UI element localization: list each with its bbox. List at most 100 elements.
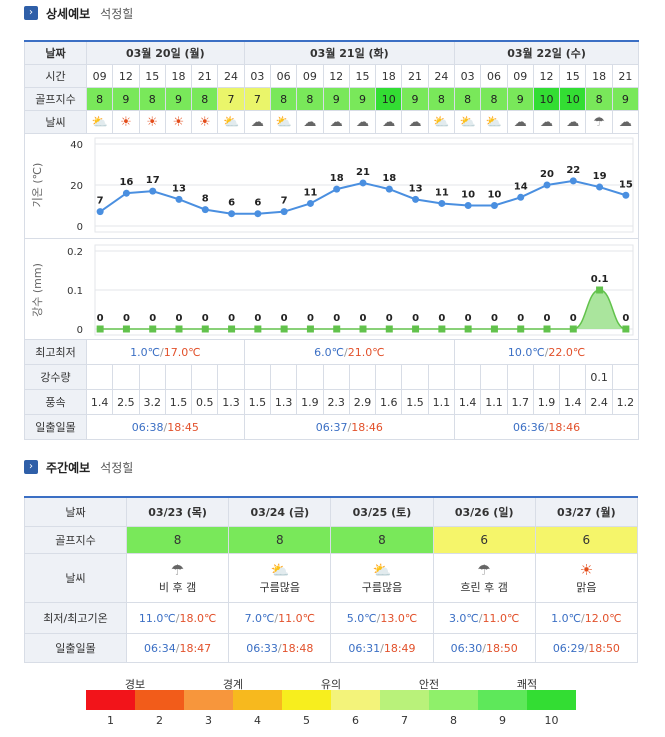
temperature-label: 7 xyxy=(97,196,104,207)
sunrise-time: 06:31 xyxy=(348,641,381,655)
weather-cell: ☁ xyxy=(243,110,271,134)
day-sun: 06:37/18:46 xyxy=(243,414,456,440)
sun-separator: / xyxy=(277,641,282,655)
golf-index-cell: 10 xyxy=(559,87,587,111)
scale-block xyxy=(184,690,233,710)
wind-cell: 2.4 xyxy=(585,389,613,415)
temperature-point xyxy=(412,195,420,203)
weather-cell: ☁ xyxy=(611,110,640,134)
max-temp: 22.0℃ xyxy=(548,345,586,359)
temperature-point xyxy=(464,202,472,209)
rain-cell xyxy=(138,364,166,390)
golf-index-cell: 8 xyxy=(85,87,114,111)
sun-separator: / xyxy=(544,420,549,434)
scale-label: 경계 xyxy=(222,678,244,691)
precipitation-label: 0 xyxy=(254,313,261,324)
max-temp: 11.0℃ xyxy=(482,611,520,625)
golf-index-cell: 7 xyxy=(217,87,245,111)
sunset-time: 18:48 xyxy=(281,641,314,655)
sunrise-time: 06:37 xyxy=(315,420,348,434)
golf-index-cell: 8 xyxy=(296,87,324,111)
cloud-icon: ☁ xyxy=(618,114,632,130)
weather-cell: ☁ xyxy=(348,110,377,134)
weekly-location: 석정힐 xyxy=(100,460,134,475)
cloud-icon: ☁ xyxy=(408,114,422,130)
weekly-sun: 06:34/18:47 xyxy=(125,633,230,663)
rain-cloud-icon: ☂ xyxy=(593,114,605,130)
weekly-label-weather: 날씨 xyxy=(24,553,127,603)
min-temp: 3.0℃ xyxy=(448,611,479,625)
weekly-sun: 06:31/18:49 xyxy=(330,633,434,663)
detail-location: 석정힐 xyxy=(100,6,134,21)
temperature-point xyxy=(280,208,288,216)
day-minmax: 1.0℃/17.0℃ xyxy=(86,339,245,365)
sun-separator: / xyxy=(482,641,487,655)
y-tick-label: 0.2 xyxy=(67,247,83,258)
precipitation-label: 0 xyxy=(149,313,156,324)
day-sun: 06:38/18:45 xyxy=(86,414,245,440)
max-temp: 11.0℃ xyxy=(278,611,315,625)
weekly-date: 03/23 (목) xyxy=(125,496,230,527)
temperature-point xyxy=(254,210,262,218)
temperature-label: 7 xyxy=(281,196,288,207)
weekly-label-minmax: 최저/최고기온 xyxy=(24,602,127,634)
scale-number: 2 xyxy=(156,714,163,727)
weekly-minmax: 11.0℃/18.0℃ xyxy=(125,602,230,634)
golf-index-cell: 8 xyxy=(454,87,482,111)
weekly-weather-desc: 흐린 후 갬 xyxy=(460,581,508,594)
weather-cell: ☀ xyxy=(164,110,193,134)
scale-block xyxy=(135,690,184,710)
scale-number: 6 xyxy=(352,714,359,727)
wind-cell: 1.4 xyxy=(85,389,114,415)
weekly-weather-desc: 비 후 갬 xyxy=(158,581,197,594)
y-tick-label: 40 xyxy=(70,140,83,151)
precipitation-point xyxy=(412,325,420,333)
row-label-sun: 일출일몰 xyxy=(24,414,87,440)
temperature-point xyxy=(201,206,209,214)
precipitation-point xyxy=(622,325,630,333)
time-cell: 06 xyxy=(269,64,298,88)
weekly-label-golf: 골프지수 xyxy=(24,526,127,554)
scale-number: 3 xyxy=(205,714,212,727)
partly-cloudy-icon: ⛅ xyxy=(222,114,240,130)
precipitation-label: 0 xyxy=(123,313,130,324)
temperature-label: 18 xyxy=(382,173,396,184)
sun-icon: ☀ xyxy=(146,114,159,130)
scale-number: 10 xyxy=(544,714,559,727)
wind-cell: 1.5 xyxy=(164,389,193,415)
cloud-icon: ☁ xyxy=(303,114,317,130)
y-tick-label: 0.1 xyxy=(67,286,83,297)
day-header: 03월 21일 (화) xyxy=(243,40,456,65)
weekly-date: 03/27 (월) xyxy=(534,496,639,527)
temperature-point xyxy=(306,199,314,207)
day-minmax: 10.0℃/22.0℃ xyxy=(454,339,640,365)
cloud-icon: ☁ xyxy=(355,114,369,130)
weekly-forecast-table: 날짜 03/23 (목) 03/24 (금) 03/25 (토) 03/26 (일) 03… xyxy=(24,496,639,663)
weather-cell: ⛅ xyxy=(427,110,456,134)
wind-cell: 2.3 xyxy=(322,389,350,415)
weekly-weather: ☀ 맑음 xyxy=(534,553,639,603)
temperature-point xyxy=(543,181,551,189)
weekly-minmax: 3.0℃/11.0℃ xyxy=(432,602,536,634)
golf-index-cell: 9 xyxy=(401,87,429,111)
day-header: 03월 20일 (월) xyxy=(86,40,245,65)
weekly-golf-index: 6 xyxy=(432,526,536,554)
time-cell: 15 xyxy=(348,64,377,88)
weather-cell: ☁ xyxy=(322,110,350,134)
sunset-time: 18:46 xyxy=(351,420,383,434)
time-cell: 18 xyxy=(375,64,403,88)
scale-number: 9 xyxy=(499,714,506,727)
temperature-point xyxy=(569,177,577,185)
scale-block xyxy=(380,690,429,710)
time-cell: 12 xyxy=(532,64,561,88)
weather-cell: ☁ xyxy=(375,110,403,134)
precipitation-label: 0 xyxy=(228,313,235,324)
weekly-weather-desc: 맑음 xyxy=(576,581,597,594)
sun-separator: / xyxy=(175,641,180,655)
wind-cell: 1.4 xyxy=(454,389,482,415)
minmax-separator: / xyxy=(274,611,279,625)
rain-cell xyxy=(269,364,298,390)
weather-cell: ⛅ xyxy=(454,110,482,134)
golf-index-cell: 8 xyxy=(269,87,298,111)
time-cell: 09 xyxy=(296,64,324,88)
